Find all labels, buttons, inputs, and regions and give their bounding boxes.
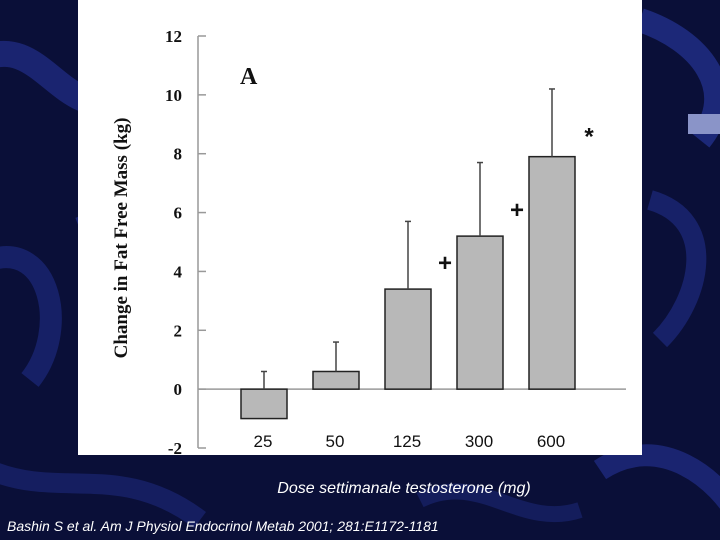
chart-panel: -2 0 2 4 6 8 10 12 A Change in Fat Free Mass (kg)…	[78, 0, 642, 455]
x-tick-label: 125	[393, 432, 421, 451]
x-tick-label: 300	[465, 432, 493, 451]
decorative-tab	[688, 114, 720, 134]
significance-marker: +	[438, 250, 452, 277]
bar-chart: -2 0 2 4 6 8 10 12 A Change in Fat Free Mass (kg)…	[111, 27, 626, 455]
y-tick-label: 8	[174, 145, 183, 164]
bar-300	[456, 235, 504, 390]
y-tick-label: -2	[168, 439, 182, 455]
bar-25	[240, 388, 288, 420]
bar-600	[528, 155, 576, 390]
bar-50	[312, 370, 360, 390]
citation: Bashin S et al. Am J Physiol Endocrinol …	[7, 518, 439, 534]
significance-marker: +	[510, 197, 524, 224]
y-tick-label: 0	[174, 380, 183, 399]
y-tick-label: 12	[165, 27, 182, 46]
x-axis-label: Dose settimanale testosterone (mg)	[277, 480, 531, 497]
x-tick-label: 600	[537, 432, 565, 451]
y-tick-label: 10	[165, 86, 182, 105]
x-tick-label: 25	[254, 432, 273, 451]
significance-marker: *	[584, 124, 594, 151]
y-tick-label: 4	[174, 262, 183, 281]
y-axis-label: Change in Fat Free Mass (kg)	[111, 118, 132, 359]
bar-125	[384, 288, 432, 390]
x-tick-label: 50	[326, 432, 345, 451]
panel-letter: A	[240, 64, 258, 90]
y-tick-label: 6	[174, 204, 183, 223]
y-tick-label: 2	[174, 321, 183, 340]
